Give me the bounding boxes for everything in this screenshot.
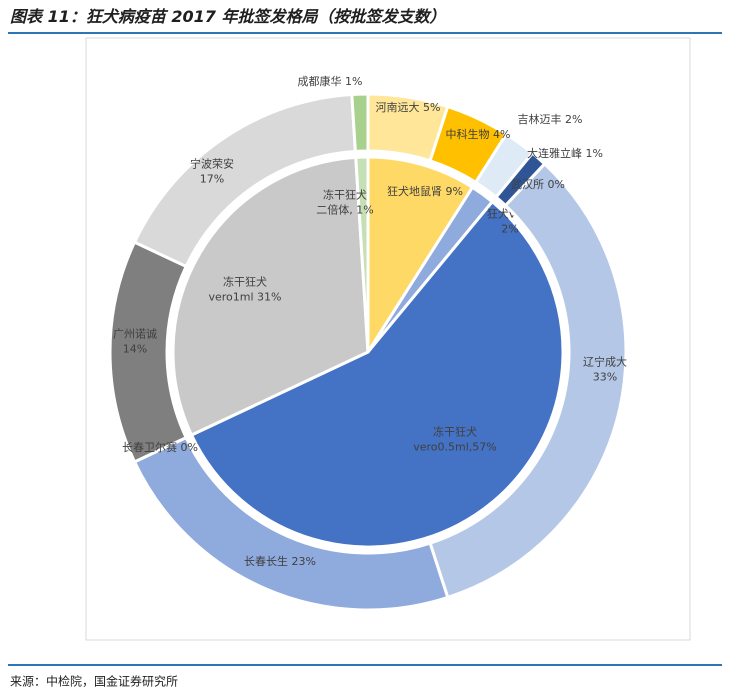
slice-label: 成都康华 1% [298, 74, 363, 88]
pie-slice [354, 155, 370, 353]
slice-label: 长春卫尔赛 0% [122, 440, 198, 454]
slice-label: 河南远大 5% [376, 100, 441, 114]
slice-label: 17% [200, 173, 224, 186]
chart-title: 图表 11：狂犬病疫苗 2017 年批签发格局（按批签发支数） [10, 7, 446, 26]
source: 来源：中检院，国金证券研究所 [10, 674, 178, 689]
slice-label: vero0.5ml,57% [413, 441, 497, 454]
slice-label: 33% [593, 371, 617, 384]
pie-slice [366, 155, 475, 358]
slice-label: 2% [501, 223, 518, 236]
ring-segment [350, 92, 370, 153]
slice-label: 宁波荣安 [190, 157, 234, 171]
slice-label: 冻干狂犬 [323, 188, 367, 202]
slice-label: 狂犬地鼠肾 9% [387, 184, 463, 198]
slice-label: 中科生物 4% [446, 127, 511, 141]
slice-label: 二倍体, 1% [316, 203, 373, 217]
slice-label: 大连雅立峰 1% [527, 146, 603, 160]
slice-label: 冻干狂犬 [223, 275, 267, 289]
slice-label: 武汉所 0% [511, 178, 565, 191]
plot-frame [85, 37, 691, 641]
slice-label: vero1ml 31% [208, 291, 281, 304]
slice-label: 14% [123, 343, 147, 356]
slice-label: 冻干狂犬 [433, 425, 477, 439]
slice-label: 吉林迈丰 2% [518, 112, 583, 126]
slice-label: 长春长生 23% [244, 554, 316, 568]
pie-slice [189, 199, 565, 549]
pie-slice [171, 155, 370, 438]
slice-label: 广州诺诚 [113, 328, 157, 341]
slice-label: 辽宁成大 [583, 355, 627, 369]
